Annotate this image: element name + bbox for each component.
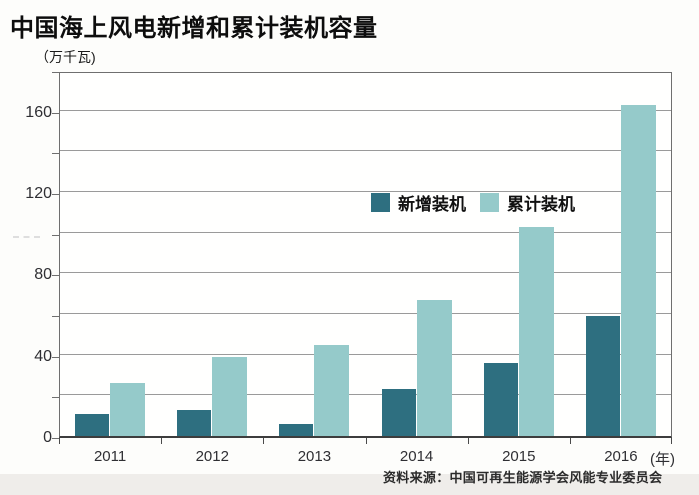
x-tick-label-2014: 2014 [399, 448, 434, 465]
y-axis-tick-40 [52, 356, 59, 358]
legend-item-new-installed: 新增装机 [371, 190, 466, 215]
x-tick-label-2013: 2013 [297, 448, 332, 465]
gridline-140 [60, 150, 671, 152]
x-tick-label-2016: 2016 [604, 448, 638, 465]
gridline-80 [60, 272, 671, 274]
y-tick-label-80: 80 [34, 266, 52, 284]
y-axis-tick-0 [52, 438, 59, 439]
gridline-160 [60, 109, 671, 111]
x-axis-tick [365, 438, 367, 444]
y-axis-tick-100 [52, 234, 59, 236]
bar-new-installed-2012 [177, 409, 212, 436]
y-tick-label-0: 0 [43, 429, 52, 446]
y-axis-tick-20 [52, 397, 59, 399]
y-axis-tick-180 [52, 72, 59, 73]
bar-new-installed-2015 [483, 362, 518, 436]
gridline-120 [60, 191, 671, 192]
bar-cumulative-installed-2015 [518, 226, 554, 436]
chart-title: 中国海上风电新增和累计装机容量 [10, 15, 378, 42]
bar-new-installed-2013 [279, 423, 314, 436]
y-axis-tick-160 [52, 112, 59, 114]
x-axis-tick [263, 438, 265, 444]
y-axis-tick-80 [52, 275, 59, 277]
gridline-100 [60, 231, 671, 233]
y-axis-tick-60 [52, 316, 59, 317]
legend-label-new-installed: 新增装机 [398, 195, 466, 214]
gridline-60 [60, 313, 671, 314]
y-axis-unit-label: （万千瓦) [35, 49, 96, 65]
bar-cumulative-installed-2013 [314, 344, 350, 436]
y-axis-tick-120 [52, 194, 59, 195]
bar-cumulative-installed-2012 [212, 356, 248, 436]
bar-cumulative-installed-2014 [416, 299, 452, 436]
y-axis-tick-140 [52, 153, 59, 155]
y-tick-label-40: 40 [34, 347, 52, 365]
bar-new-installed-2011 [75, 413, 109, 436]
legend-label-cumulative-installed: 累计装机 [507, 195, 575, 214]
x-tick-label-2011: 2011 [93, 448, 127, 465]
x-tick-label-2015: 2015 [502, 448, 536, 465]
y-tick-label-160: 160 [25, 103, 52, 121]
bottom-margin-strip [0, 474, 699, 495]
x-axis-unit-label: (年) [650, 451, 675, 468]
bar-cumulative-installed-2011 [110, 383, 145, 436]
plot-area: 新增装机 累计装机 [59, 72, 672, 438]
x-axis-tick [59, 438, 60, 444]
x-axis-tick [161, 438, 163, 444]
bar-cumulative-installed-2016 [620, 104, 656, 436]
legend-item-cumulative-installed: 累计装机 [480, 190, 575, 215]
y-tick-label-120: 120 [25, 185, 52, 202]
gridline-20 [60, 394, 671, 396]
source-note: 资料来源：中国可再生能源学会风能专业委员会 [383, 470, 663, 485]
scan-artifact-dashes [13, 236, 40, 238]
x-axis-tick [569, 438, 571, 444]
bar-new-installed-2016 [585, 316, 620, 436]
legend-swatch-cumulative-installed [480, 193, 499, 212]
gridline-40 [60, 353, 671, 355]
x-axis-tick [671, 438, 672, 444]
x-tick-label-2012: 2012 [195, 448, 229, 465]
bar-new-installed-2014 [381, 389, 416, 436]
x-axis-tick [467, 438, 469, 444]
legend-swatch-new-installed [371, 193, 390, 212]
